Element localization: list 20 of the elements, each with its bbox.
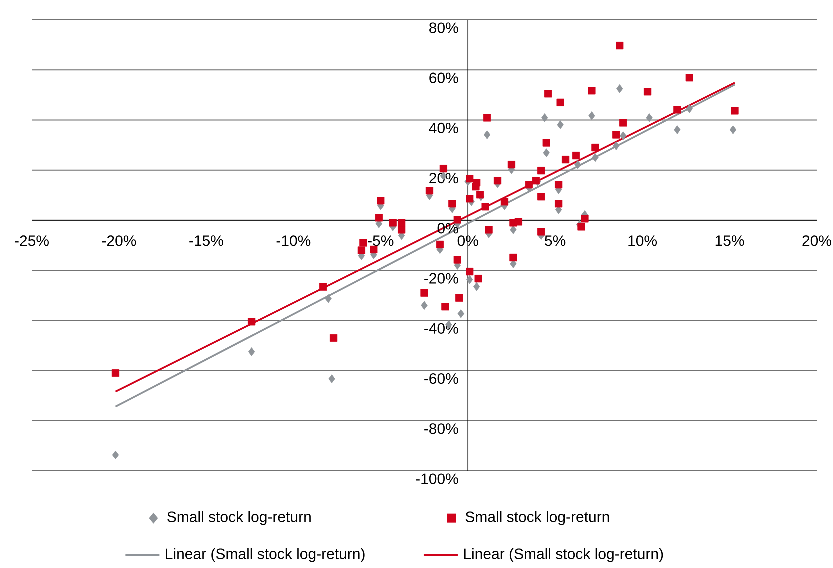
x-tick-label: -20% <box>102 236 136 246</box>
y-tick-label: -80% <box>424 424 458 434</box>
y-tick-label: 60% <box>430 72 458 84</box>
y-tick-label: -20% <box>424 273 458 284</box>
x-tick-label: -5% <box>368 236 394 246</box>
y-tick-label: -60% <box>424 373 458 384</box>
legend-label: Linear (Small stock log-return) <box>464 548 664 562</box>
y-tick-label: 40% <box>429 122 458 134</box>
legend-label: Small stock log-return <box>466 511 610 526</box>
x-tick-label: -10% <box>276 236 311 246</box>
legend-label: Linear (Small stock log-return) <box>166 548 365 562</box>
x-tick-label: 20% <box>802 236 832 246</box>
x-tick-label: -15% <box>190 236 224 246</box>
x-tick-label: -25% <box>15 236 49 246</box>
legend-label: Small stock log-return <box>168 511 311 526</box>
y-tick-label: -100% <box>416 474 458 484</box>
x-tick-label: 15% <box>716 236 744 246</box>
x-tick-label: 5% <box>545 236 566 246</box>
x-tick-label: 10% <box>628 236 658 246</box>
y-tick-label: 80% <box>430 22 458 34</box>
